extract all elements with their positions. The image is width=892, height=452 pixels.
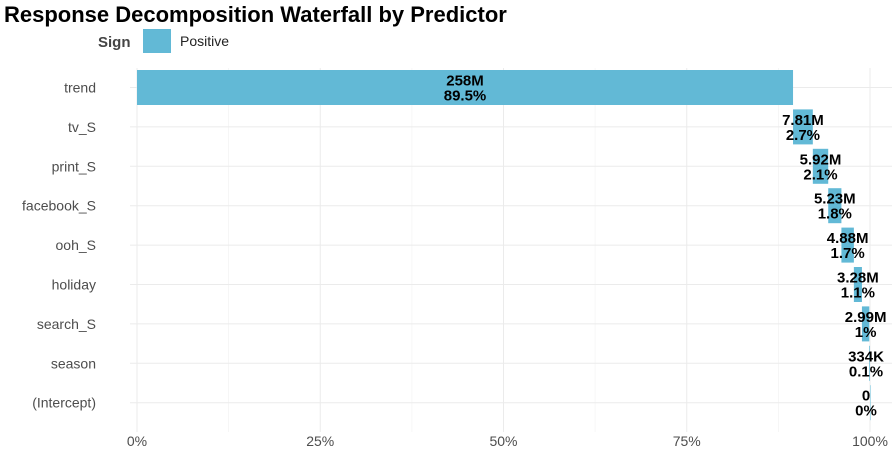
bar-value-label: 5.23M	[814, 191, 856, 208]
x-axis-ticks: 0% 25% 50% 75% 100%	[127, 433, 888, 449]
x-tick-label: 75%	[673, 433, 701, 449]
legend-title: Sign	[98, 34, 131, 51]
bar-holiday	[853, 267, 862, 302]
bar-pct-label: 1.7%	[831, 245, 865, 262]
bar-value-label: 0	[862, 388, 870, 405]
chart-title: Response Decomposition Waterfall by Pred…	[4, 2, 507, 27]
y-tick-label: trend	[64, 80, 96, 96]
x-tick-label: 25%	[306, 433, 334, 449]
bar-value-label: 2.99M	[845, 309, 887, 326]
bar-intercept	[870, 385, 871, 421]
bar-value-label: 334K	[848, 348, 884, 365]
bar-value-label: 7.81M	[782, 112, 824, 129]
bar-pct-label: 0.1%	[849, 363, 883, 380]
bar-pct-label: 2.7%	[786, 127, 820, 144]
plot-grid	[130, 68, 892, 432]
bar-facebooks	[828, 188, 842, 224]
x-tick-label: 50%	[489, 433, 517, 449]
bar-tvs	[793, 109, 813, 145]
bar-pct-label: 1.1%	[841, 285, 875, 302]
y-tick-label: tv_S	[68, 119, 96, 135]
bar-oohs	[841, 227, 854, 263]
bar-trend	[137, 70, 794, 105]
x-tick-label: 100%	[852, 433, 888, 449]
bar-pct-label: 2.1%	[803, 166, 837, 183]
bar-pct-label: 1.8%	[818, 206, 852, 223]
bar-searchs	[861, 306, 870, 342]
y-tick-label: (Intercept)	[32, 395, 96, 411]
y-tick-label: print_S	[52, 158, 96, 174]
bar-value-label: 5.92M	[800, 151, 842, 168]
bar-pct-label: 89.5%	[444, 88, 487, 105]
bar-value-label: 258M	[446, 73, 484, 90]
y-tick-label: holiday	[52, 277, 96, 293]
bar-pct-label: 1%	[855, 324, 877, 341]
legend-label-positive: Positive	[180, 33, 229, 49]
y-tick-label: season	[51, 355, 96, 371]
y-tick-label: ooh_S	[56, 237, 96, 253]
bar-value-label: 4.88M	[827, 230, 869, 247]
y-tick-label: facebook_S	[22, 198, 96, 214]
bars-layer	[137, 70, 871, 421]
bar-season	[869, 345, 870, 381]
legend-swatch-positive	[143, 29, 171, 53]
bar-value-label: 3.28M	[837, 270, 879, 287]
y-tick-label: search_S	[37, 316, 96, 332]
x-tick-label: 0%	[127, 433, 147, 449]
bar-pct-label: 0%	[855, 403, 877, 420]
bar-prints	[812, 148, 829, 184]
